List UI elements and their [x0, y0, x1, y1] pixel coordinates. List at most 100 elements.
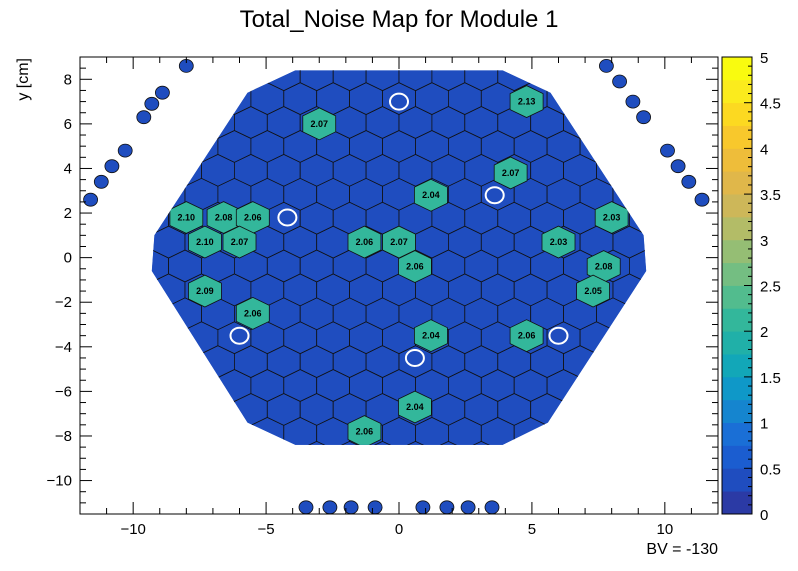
- sensor-cell: [151, 369, 153, 402]
- x-tick-label: 5: [528, 521, 536, 538]
- sensor-cell: [679, 274, 712, 306]
- sensor-cell: [580, 465, 613, 497]
- sensor-cell: [103, 202, 136, 234]
- sensor-cell: [103, 346, 136, 378]
- sensor-cell: [645, 273, 647, 307]
- sensor-cell: [612, 416, 647, 445]
- sensor-cell: [662, 441, 695, 473]
- outer-pad: [625, 94, 641, 109]
- sensor-cell: [564, 11, 597, 43]
- sensor-cell: [184, 416, 219, 445]
- sensor-cell: [185, 465, 218, 497]
- sensor-cell: [530, 440, 564, 445]
- cell-value-label: 2.04: [422, 331, 440, 341]
- sensor-cell: [662, 11, 695, 43]
- color-scale-label: 5: [760, 50, 768, 67]
- sensor-cell: [596, 440, 630, 445]
- calibration-cells: [229, 92, 569, 367]
- sensor-cell: [151, 416, 186, 445]
- color-scale-step: [722, 285, 752, 309]
- cell-value-label: 2.07: [311, 119, 329, 129]
- sensor-cell: [86, 370, 119, 402]
- sensor-cell: [70, 107, 103, 139]
- sensor-cell: [86, 465, 119, 497]
- sensor-cell: [646, 35, 679, 67]
- outer-pad: [415, 500, 431, 515]
- highlighted-cell: [222, 225, 257, 259]
- highlighted-cell: [586, 250, 621, 283]
- sensor-cell: [184, 369, 219, 402]
- sensor-cell: [497, 440, 532, 445]
- y-tick-label: 8: [64, 71, 72, 88]
- sensor-cell: [464, 440, 499, 445]
- highlighted-cell: [509, 319, 544, 353]
- cell-value-label: 2.06: [406, 262, 424, 272]
- sensor-cell: [416, 35, 449, 67]
- sensor-cell: [266, 440, 301, 445]
- sensor-cell: [70, 394, 103, 426]
- color-scale-step: [722, 102, 752, 126]
- outer-pad: [83, 192, 98, 207]
- sensor-cell: [448, 35, 481, 67]
- sensor-cell: [70, 202, 103, 234]
- color-scale-label: 0.5: [760, 461, 781, 478]
- y-tick-label: −8: [55, 428, 72, 445]
- sensor-cell: [152, 465, 185, 497]
- color-scale-step: [722, 491, 752, 515]
- sensor-cell: [662, 250, 695, 282]
- sensor-cell: [218, 35, 251, 67]
- calibration-cell: [389, 92, 409, 111]
- color-scale-label: 3: [760, 233, 768, 250]
- cell-value-label: 2.09: [196, 286, 214, 296]
- sensor-cell: [151, 70, 170, 92]
- sensor-cell: [712, 0, 745, 19]
- color-scale-label: 2.5: [760, 279, 781, 296]
- cell-value-label: 2.03: [550, 237, 568, 247]
- outer-pad: [612, 74, 627, 89]
- sensor-cell: [151, 82, 186, 115]
- color-scale-step: [722, 308, 752, 332]
- calibration-cell: [277, 208, 298, 227]
- cell-value-label: 2.06: [244, 213, 262, 223]
- sensor-cell: [383, 465, 416, 497]
- sensor-cell: [152, 0, 185, 19]
- sensor-cell: [579, 416, 614, 445]
- sensor-cell: [284, 35, 317, 67]
- color-scale-step: [722, 57, 752, 81]
- sensor-cell: [103, 394, 136, 426]
- sensor-cell: [251, 35, 284, 67]
- highlighted-cell: [541, 225, 576, 259]
- sensor-cell: [481, 35, 514, 67]
- color-scale-axis: 0 0.5 1 1.5 2 2.5 3 3.5 4 4.5 5: [744, 50, 781, 524]
- color-scale-step: [722, 376, 752, 401]
- sensor-cell: [645, 416, 647, 445]
- color-scale-step: [722, 422, 752, 446]
- x-axis: −10 −5 0 5 10: [79, 57, 719, 538]
- chart-title: Total_Noise Map for Module 1: [240, 6, 559, 33]
- sensor-cell: [151, 321, 153, 355]
- calibration-cell: [484, 186, 505, 205]
- outer-pad: [484, 500, 500, 515]
- sensor-cell: [350, 35, 383, 67]
- cell-value-label: 2.05: [584, 286, 602, 296]
- sensor-cell: [596, 345, 630, 378]
- sensor-cell: [563, 70, 597, 92]
- sensor-cell: [151, 273, 153, 307]
- outer-pad: [93, 174, 109, 189]
- sensor-cell: [151, 177, 153, 211]
- cell-value-label: 2.10: [178, 213, 196, 223]
- bias-voltage-label: BV = -130: [646, 541, 718, 558]
- sensor-cell: [629, 440, 647, 445]
- sensor-cell: [645, 369, 647, 402]
- y-tick-label: 0: [64, 250, 72, 267]
- sensor-cell: [201, 70, 235, 92]
- sensor-cell: [119, 35, 152, 67]
- sensor-cell: [53, 35, 86, 67]
- sensor-cell: [202, 11, 235, 43]
- sensor-cell: [398, 440, 433, 445]
- cell-value-label: 2.13: [518, 97, 536, 107]
- color-scale-step: [722, 262, 752, 286]
- highlighted-cell: [398, 390, 432, 424]
- sensor-cell: [86, 322, 119, 354]
